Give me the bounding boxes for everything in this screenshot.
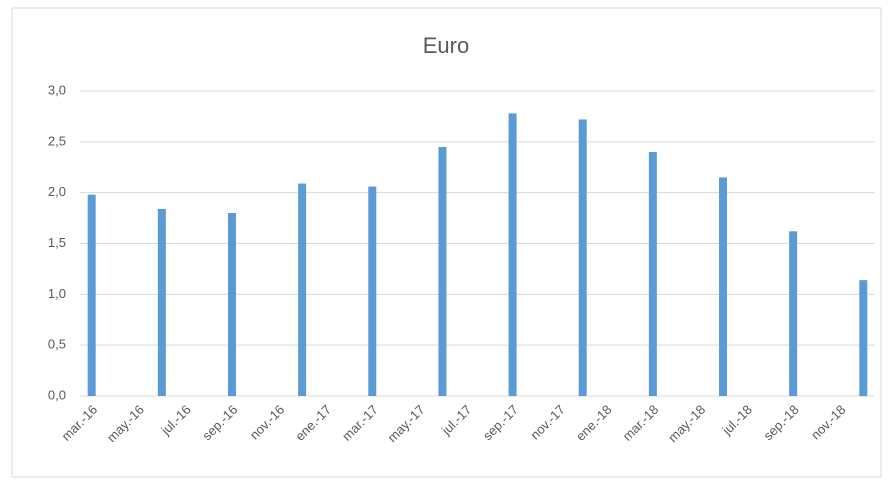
- y-tick-label: 3,0: [48, 82, 66, 97]
- bar: [648, 152, 657, 396]
- bar: [438, 146, 447, 396]
- y-tick-label: 1,5: [48, 235, 66, 250]
- y-tick-label: 2,5: [48, 133, 66, 148]
- y-tick-label: 0,5: [48, 337, 66, 352]
- bar: [368, 186, 377, 396]
- bar: [789, 231, 798, 396]
- bar: [227, 213, 236, 396]
- bar: [508, 113, 517, 396]
- bar: [859, 280, 868, 396]
- chart-title: Euro: [423, 33, 469, 58]
- bar: [157, 208, 166, 396]
- bar: [578, 119, 587, 396]
- bar: [298, 183, 307, 396]
- chart-frame: [11, 7, 882, 478]
- bar: [719, 177, 728, 396]
- y-tick-label: 0,0: [48, 387, 66, 402]
- y-tick-label: 1,0: [48, 286, 66, 301]
- y-tick-label: 2,0: [48, 184, 66, 199]
- bar: [87, 194, 96, 396]
